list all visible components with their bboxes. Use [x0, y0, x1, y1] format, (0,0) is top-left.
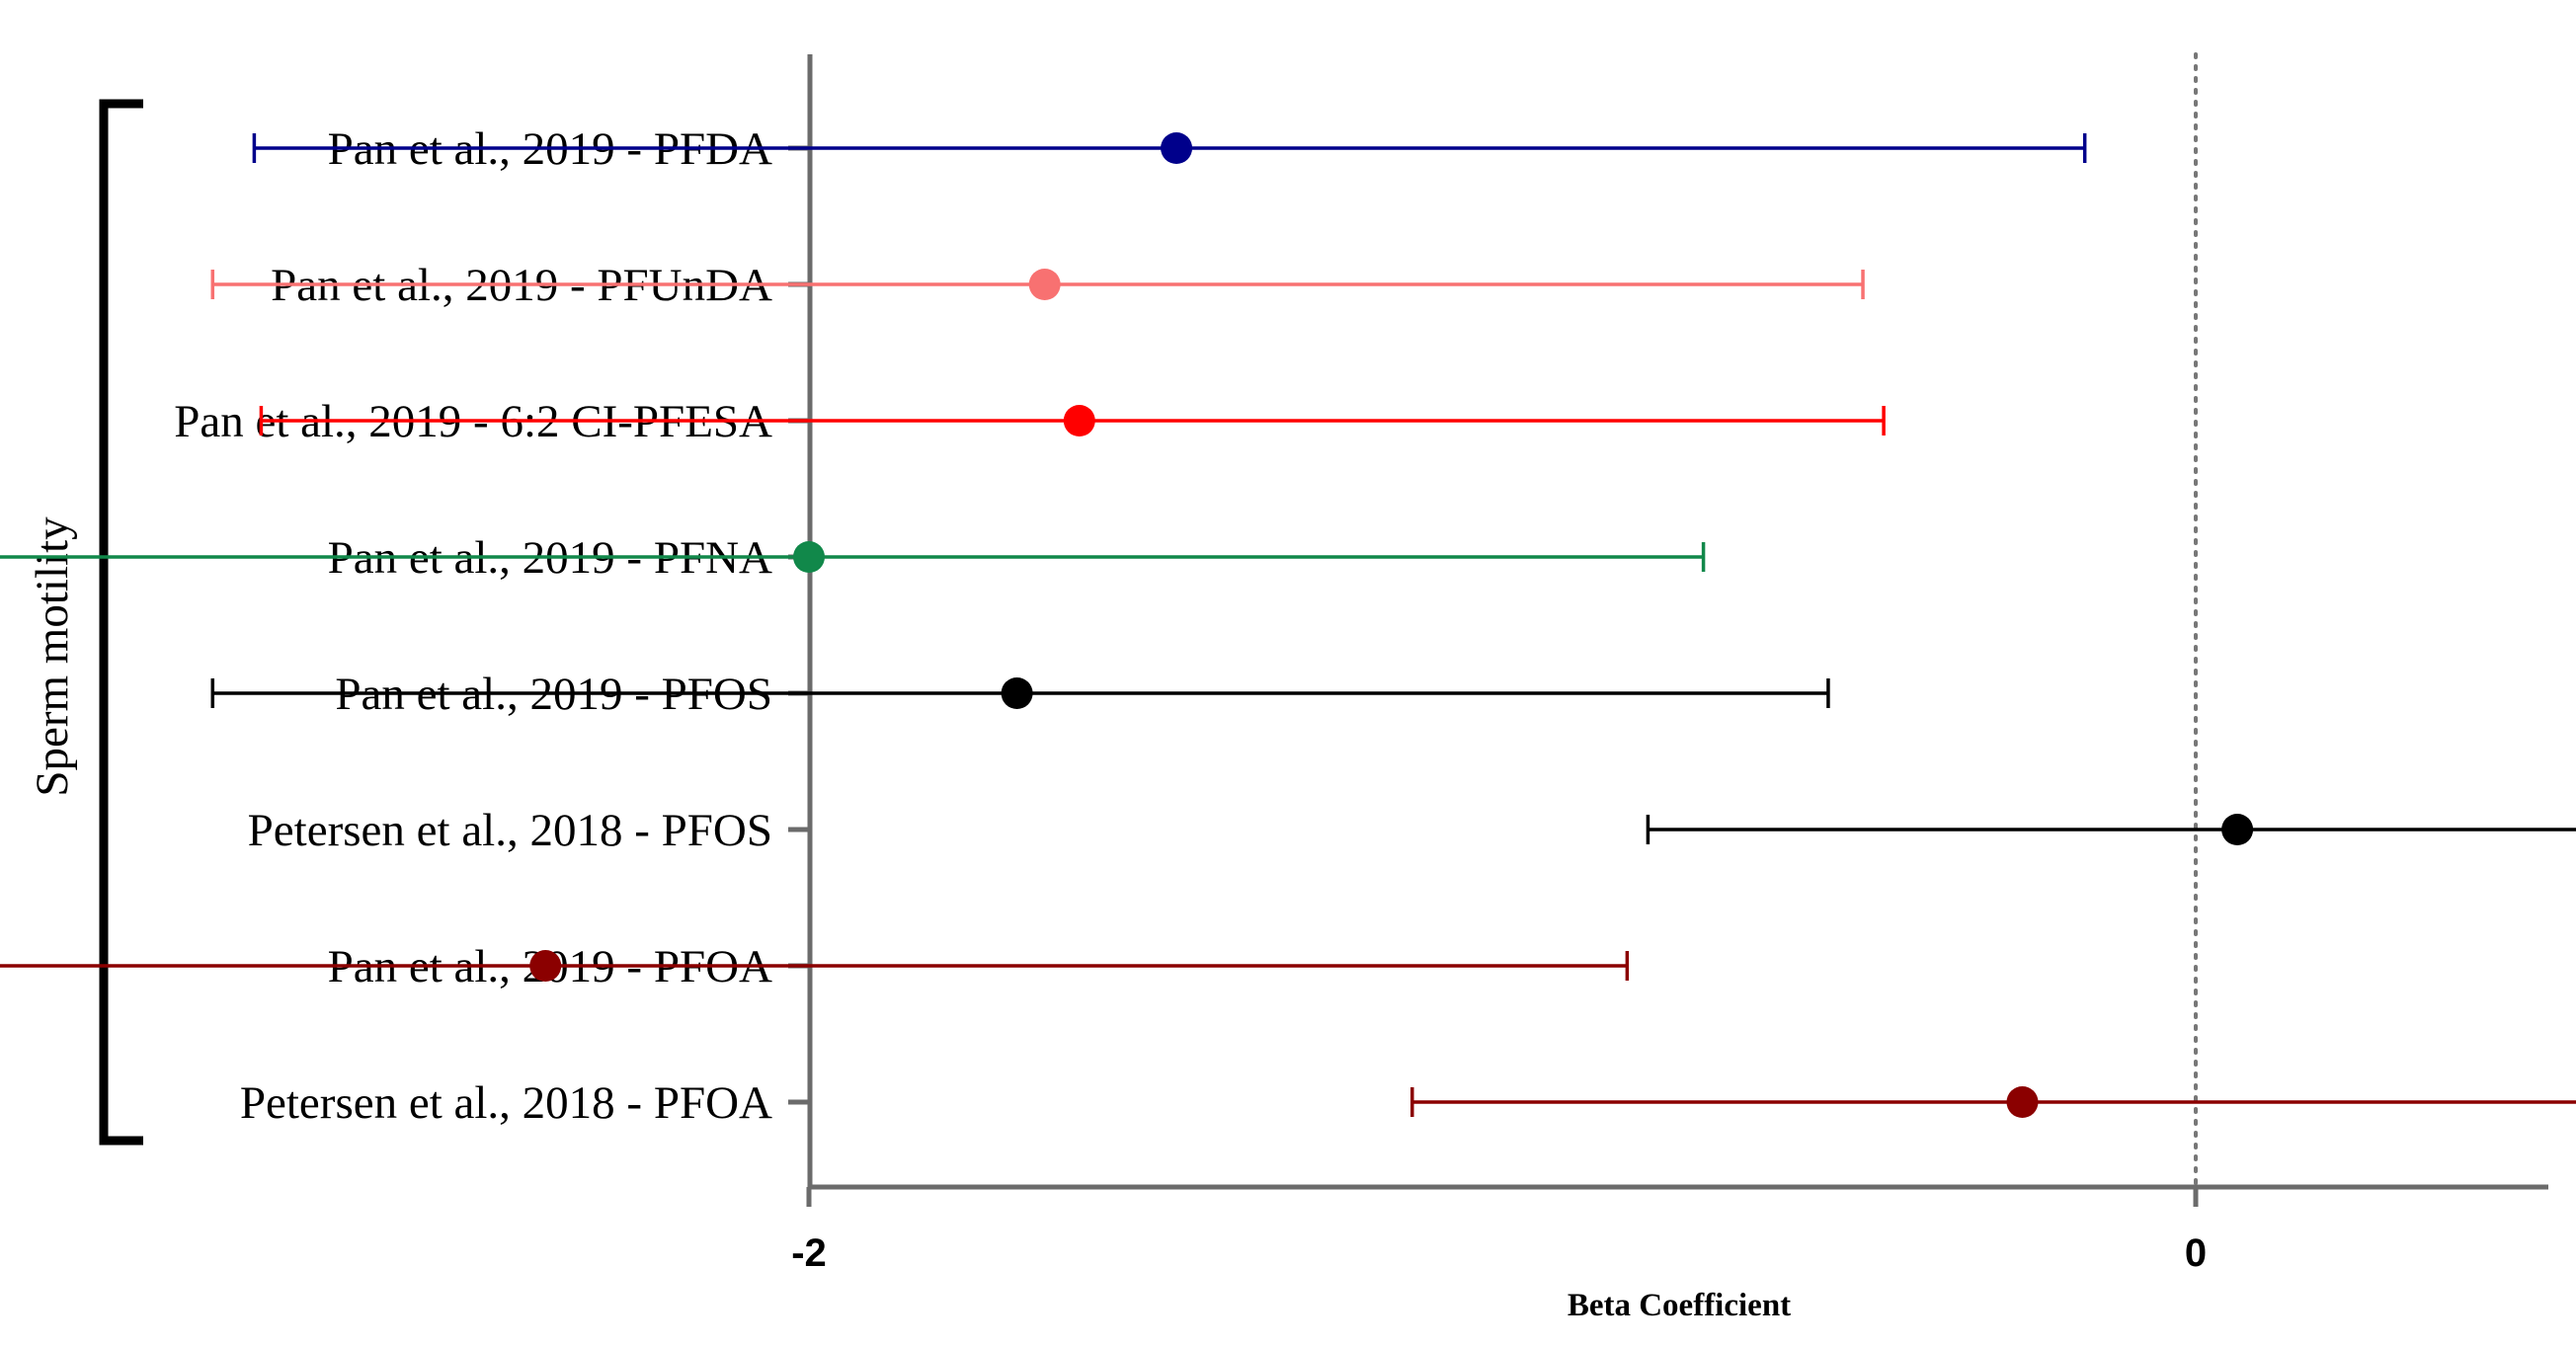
x-tick-label: 0: [2185, 1231, 2207, 1275]
point-estimate-marker: [2221, 814, 2254, 845]
forest-row: Petersen et al., 2018 - PFOA: [240, 1077, 2576, 1129]
point-estimate-marker: [1028, 269, 1061, 300]
point-estimate-marker: [1001, 677, 1033, 709]
point-estimate-marker: [1063, 405, 1095, 436]
forest-row: Pan et al., 2019 - 6:2 CI-PFESA: [174, 396, 1886, 447]
forest-row: Pan et al., 2019 - PFOS: [210, 669, 1830, 720]
x-tick-label: -2: [791, 1231, 827, 1275]
forest-rows: Pan et al., 2019 - PFDA Pan et al., 2019 …: [0, 123, 2576, 1129]
axis-layer: [807, 54, 2548, 1190]
group-label: Sperm motility: [27, 516, 78, 797]
row-label: Petersen et al., 2018 - PFOA: [240, 1077, 772, 1129]
forest-row: Pan et al., 2019 - PFNA: [0, 532, 1706, 584]
point-estimate-marker: [793, 541, 825, 573]
forest-row: Petersen et al., 2018 - PFOS: [248, 805, 2576, 856]
x-axis-title: Beta Coefficient: [1568, 1288, 1791, 1323]
row-label: Petersen et al., 2018 - PFOS: [248, 805, 772, 856]
point-estimate-marker: [1161, 132, 1193, 164]
forest-row: Pan et al., 2019 - PFUnDA: [210, 260, 1865, 311]
x-ticks: -4-20: [791, 1187, 2207, 1275]
forest-row: Pan et al., 2019 - PFOA: [0, 941, 1630, 992]
group-bracket-line: [99, 99, 143, 1146]
point-estimate-marker: [2006, 1086, 2039, 1118]
group-bracket: Sperm motility: [27, 99, 143, 1146]
forest-row: Pan et al., 2019 - PFDA: [252, 123, 2087, 175]
point-estimate-marker: [529, 950, 562, 982]
